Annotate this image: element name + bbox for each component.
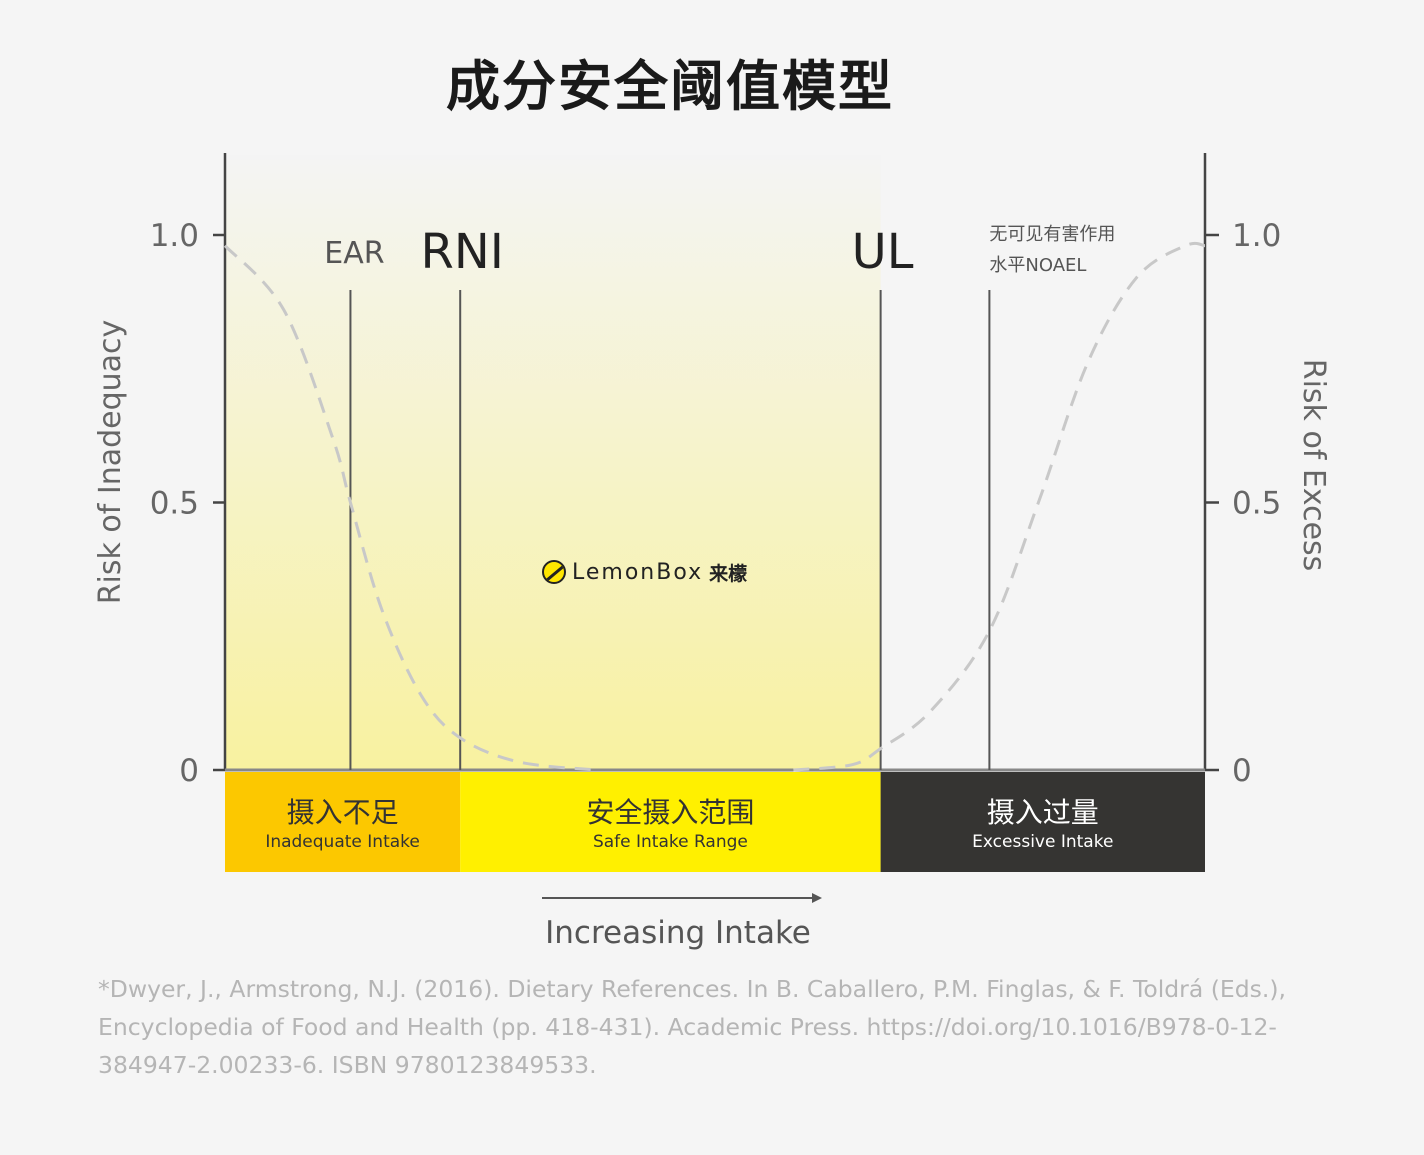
threshold-label-ear: EAR [324,236,384,271]
lemonbox-logo: LemonBox 来檬 [542,556,747,588]
intake-arrow-head [812,893,822,903]
right-axis-label: Risk of Excess [1296,359,1331,572]
zone-2-label-cn: 摄入过量 [987,796,1099,829]
risk-curve-inadequacy [223,244,598,772]
left-axis-label: Risk of Inadequacy [93,320,128,605]
risk-curve-excess [793,241,1206,772]
logo-brand-cn: 来檬 [709,562,748,585]
zone-2-band [880,772,1205,872]
zone-1-label-en: Safe Intake Range [593,832,748,852]
safe-area-shade [225,155,881,770]
left-tick-label: 0.5 [150,486,199,522]
left-tick-label: 1.0 [150,218,199,254]
zone-1-label-cn: 安全摄入范围 [586,796,754,829]
zone-0-band [225,772,461,872]
right-tick-label: 1.0 [1232,218,1281,254]
threshold-label-noael-line1: 无可见有害作用 [989,224,1115,245]
x-axis-label: Increasing Intake [545,915,811,951]
threshold-label-noael-line2: 水平NOAEL [989,255,1086,276]
lemon-icon [542,560,566,584]
page-title: 成分安全阈值模型 [446,55,894,118]
logo-brand: LemonBox [572,559,704,585]
citation-text: *Dwyer, J., Armstrong, N.J. (2016). Diet… [98,975,1286,1079]
zone-0-label-en: Inadequate Intake [265,832,420,852]
left-tick-label: 0 [179,753,199,789]
zone-0-label-cn: 摄入不足 [287,796,399,829]
right-tick-label: 0 [1232,753,1252,789]
zone-2-label-en: Excessive Intake [972,832,1113,852]
threshold-label-ul: UL [852,224,914,280]
right-tick-label: 0.5 [1232,486,1281,522]
threshold-label-rni: RNI [420,224,503,280]
zone-1-band [460,772,881,872]
